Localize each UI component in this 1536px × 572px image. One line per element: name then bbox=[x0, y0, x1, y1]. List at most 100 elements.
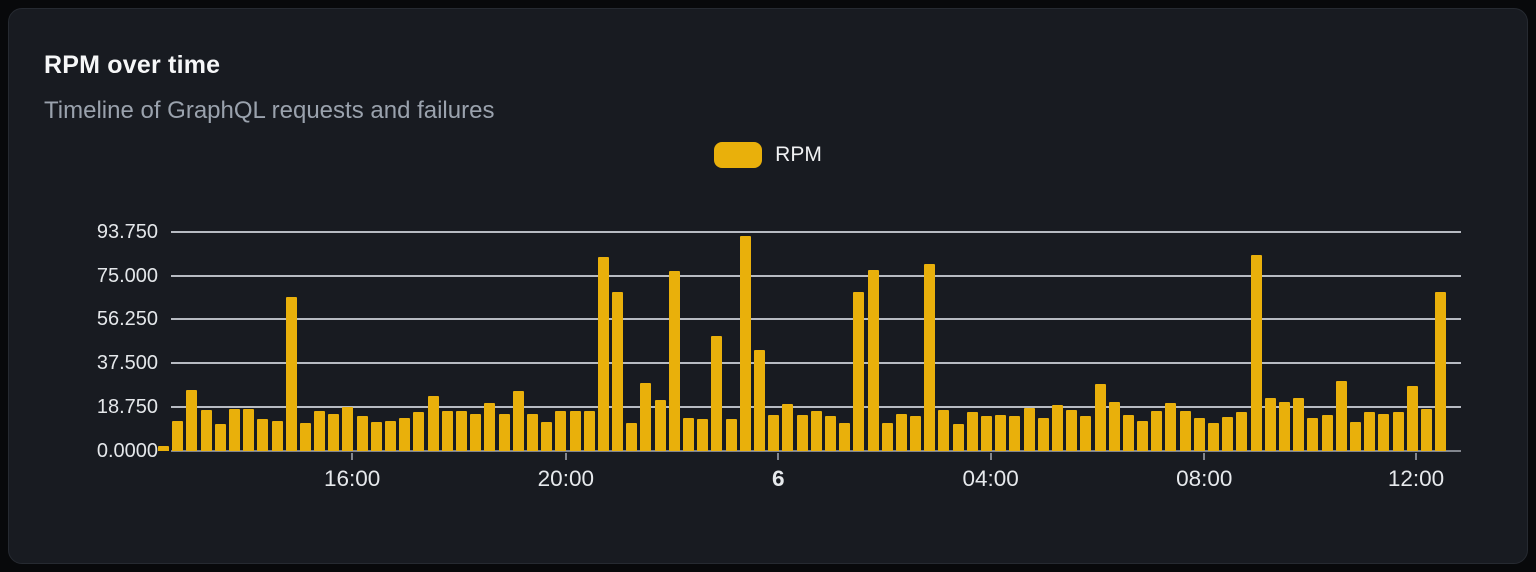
bar-rpm-75[interactable] bbox=[1222, 417, 1234, 451]
bars-layer bbox=[158, 121, 1461, 451]
bar-rpm-90[interactable] bbox=[1435, 291, 1447, 451]
bar-rpm-14[interactable] bbox=[356, 415, 368, 451]
bar-rpm-85[interactable] bbox=[1364, 412, 1376, 451]
legend-swatch-rpm[interactable] bbox=[714, 142, 763, 168]
bar-rpm-6[interactable] bbox=[243, 408, 255, 451]
bar-rpm-32[interactable] bbox=[612, 291, 624, 451]
bar-rpm-13[interactable] bbox=[342, 406, 354, 451]
bar-rpm-79[interactable] bbox=[1279, 401, 1290, 451]
bar-rpm-67[interactable] bbox=[1108, 401, 1120, 451]
bar-rpm-3[interactable] bbox=[200, 410, 212, 451]
bar-rpm-58[interactable] bbox=[981, 415, 993, 451]
bar-rpm-59[interactable] bbox=[995, 414, 1007, 451]
bar-rpm-45[interactable] bbox=[796, 414, 808, 451]
bar-rpm-1[interactable] bbox=[172, 420, 184, 451]
bar-rpm-39[interactable] bbox=[711, 336, 723, 451]
bar-rpm-55[interactable] bbox=[938, 410, 950, 451]
bar-rpm-22[interactable] bbox=[470, 413, 482, 451]
bar-rpm-10[interactable] bbox=[299, 422, 311, 451]
bar-rpm-15[interactable] bbox=[370, 421, 382, 451]
bar-rpm-66[interactable] bbox=[1094, 384, 1106, 451]
bar-rpm-48[interactable] bbox=[839, 422, 851, 451]
bar-rpm-27[interactable] bbox=[541, 421, 553, 451]
bar-rpm-44[interactable] bbox=[782, 404, 794, 451]
bar-rpm-41[interactable] bbox=[739, 235, 751, 451]
bar-rpm-77[interactable] bbox=[1250, 254, 1262, 451]
x-tick-mark-04:00 bbox=[989, 453, 992, 460]
bar-rpm-68[interactable] bbox=[1122, 414, 1134, 451]
bar-rpm-56[interactable] bbox=[952, 424, 964, 451]
bar-rpm-53[interactable] bbox=[910, 415, 922, 451]
bar-rpm-51[interactable] bbox=[881, 422, 893, 451]
bar-rpm-24[interactable] bbox=[498, 413, 510, 451]
bar-rpm-8[interactable] bbox=[271, 420, 283, 451]
legend-label-rpm[interactable]: RPM bbox=[775, 143, 822, 166]
bar-rpm-43[interactable] bbox=[768, 414, 780, 451]
bar-rpm-42[interactable] bbox=[753, 350, 765, 451]
bar-rpm-54[interactable] bbox=[924, 263, 936, 451]
bar-rpm-28[interactable] bbox=[555, 411, 567, 451]
bar-rpm-47[interactable] bbox=[824, 415, 836, 451]
bar-rpm-84[interactable] bbox=[1349, 421, 1361, 451]
bar-rpm-83[interactable] bbox=[1335, 380, 1347, 451]
bar-rpm-86[interactable] bbox=[1378, 413, 1390, 451]
bar-rpm-30[interactable] bbox=[583, 411, 595, 451]
bar-rpm-38[interactable] bbox=[697, 419, 709, 451]
bar-rpm-29[interactable] bbox=[569, 411, 581, 451]
bar-rpm-4[interactable] bbox=[214, 424, 226, 451]
chart-card: RPM over time Timeline of GraphQL reques… bbox=[8, 8, 1528, 564]
bar-rpm-37[interactable] bbox=[683, 418, 695, 451]
bar-rpm-76[interactable] bbox=[1236, 412, 1248, 451]
bar-rpm-81[interactable] bbox=[1307, 418, 1319, 451]
bar-rpm-63[interactable] bbox=[1051, 405, 1063, 451]
bar-rpm-71[interactable] bbox=[1165, 403, 1177, 451]
bar-rpm-46[interactable] bbox=[810, 411, 822, 451]
bar-rpm-2[interactable] bbox=[186, 390, 198, 451]
bar-rpm-31[interactable] bbox=[597, 256, 609, 451]
bar-rpm-0[interactable] bbox=[158, 446, 169, 451]
bar-rpm-57[interactable] bbox=[966, 412, 978, 451]
bar-rpm-25[interactable] bbox=[512, 391, 524, 451]
bar-rpm-35[interactable] bbox=[654, 399, 666, 451]
bar-rpm-34[interactable] bbox=[640, 383, 652, 451]
bar-rpm-20[interactable] bbox=[441, 411, 453, 451]
bar-rpm-33[interactable] bbox=[626, 422, 638, 451]
bar-rpm-88[interactable] bbox=[1406, 385, 1418, 451]
gridline-56.250 bbox=[171, 318, 1461, 321]
bar-rpm-73[interactable] bbox=[1193, 418, 1205, 451]
bar-rpm-89[interactable] bbox=[1420, 408, 1432, 451]
y-tick-label-37.500: 37.500 bbox=[96, 352, 158, 375]
bar-rpm-61[interactable] bbox=[1023, 407, 1035, 451]
bar-rpm-23[interactable] bbox=[484, 403, 496, 451]
y-tick-label-18.750: 18.750 bbox=[96, 396, 158, 419]
bar-rpm-74[interactable] bbox=[1208, 422, 1220, 451]
bar-rpm-49[interactable] bbox=[853, 291, 865, 451]
bar-rpm-78[interactable] bbox=[1264, 398, 1276, 451]
x-tick-mark-12:00 bbox=[1415, 453, 1418, 460]
bar-rpm-70[interactable] bbox=[1151, 411, 1163, 451]
bar-rpm-65[interactable] bbox=[1080, 415, 1092, 451]
bar-rpm-82[interactable] bbox=[1321, 414, 1333, 451]
bar-rpm-62[interactable] bbox=[1037, 418, 1049, 451]
bar-rpm-40[interactable] bbox=[725, 419, 737, 451]
bar-rpm-16[interactable] bbox=[385, 420, 397, 451]
bar-rpm-52[interactable] bbox=[895, 413, 907, 451]
bar-rpm-26[interactable] bbox=[526, 413, 538, 451]
bar-rpm-60[interactable] bbox=[1009, 415, 1021, 451]
bar-rpm-12[interactable] bbox=[328, 413, 340, 451]
bar-rpm-11[interactable] bbox=[314, 411, 326, 451]
bar-rpm-69[interactable] bbox=[1137, 420, 1149, 451]
bar-rpm-7[interactable] bbox=[257, 419, 269, 451]
bar-rpm-19[interactable] bbox=[427, 396, 439, 451]
bar-rpm-64[interactable] bbox=[1066, 410, 1078, 451]
bar-rpm-5[interactable] bbox=[228, 408, 240, 451]
bar-rpm-18[interactable] bbox=[413, 412, 425, 451]
bar-rpm-21[interactable] bbox=[455, 411, 467, 451]
bar-rpm-87[interactable] bbox=[1392, 412, 1404, 451]
bar-rpm-72[interactable] bbox=[1179, 411, 1191, 451]
bar-rpm-36[interactable] bbox=[668, 270, 680, 451]
bar-rpm-9[interactable] bbox=[285, 296, 297, 451]
bar-rpm-80[interactable] bbox=[1293, 398, 1305, 451]
bar-rpm-50[interactable] bbox=[867, 269, 879, 451]
bar-rpm-17[interactable] bbox=[399, 418, 411, 451]
